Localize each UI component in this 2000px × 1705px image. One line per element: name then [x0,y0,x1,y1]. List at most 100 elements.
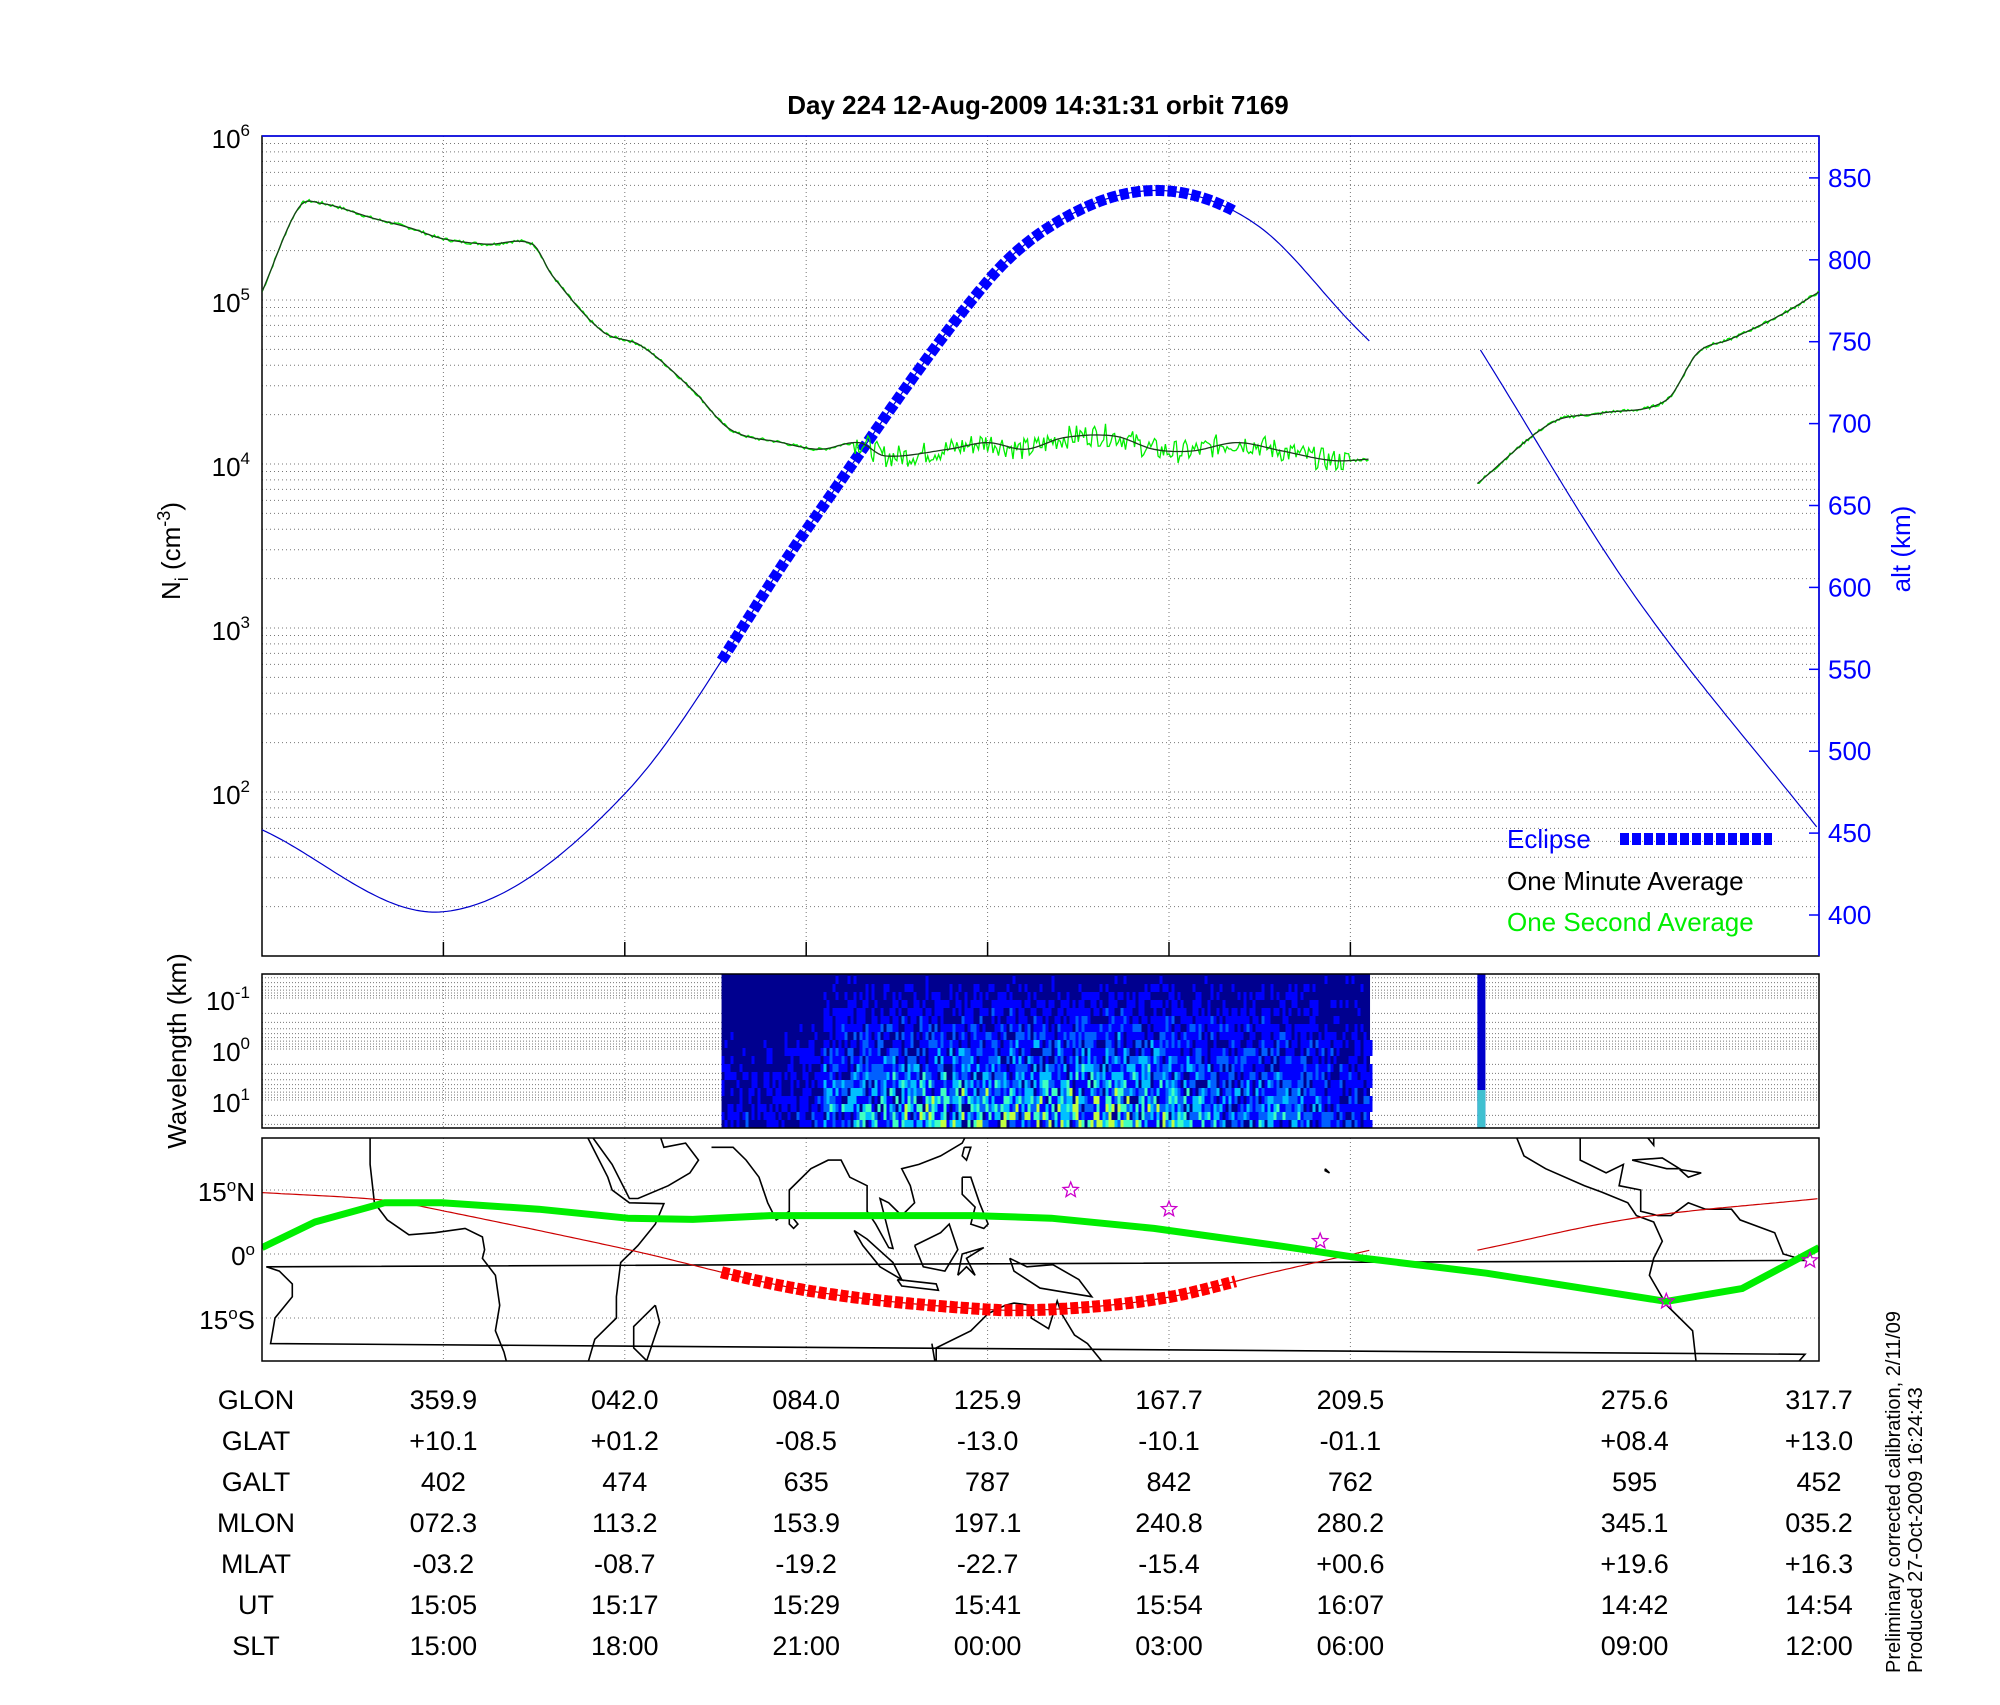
spectrogram-cell [1060,1120,1064,1128]
coastline [788,1212,799,1230]
spectrogram-cell [961,1056,965,1064]
spectrogram-cell [1282,1040,1286,1048]
spectrogram-cell [841,1056,845,1064]
spectrogram-cell [1276,992,1280,1000]
spectrogram-cell [1060,1112,1064,1120]
spectrogram-cell [1009,1048,1013,1056]
spectrogram-cell [1339,1112,1343,1120]
spectrogram-cell [1249,992,1253,1000]
spectrogram-cell [1063,1112,1067,1120]
spectrogram-cell [940,1032,944,1040]
spectrogram-cell [1327,1088,1331,1096]
spectrogram-cell [979,1112,983,1120]
spectrogram-cell [925,1112,929,1120]
spectrogram-cell [1270,1080,1274,1088]
spectrogram-cell [1351,1080,1355,1088]
spectrogram-cell [1243,1088,1247,1096]
spectrogram-cell [1078,1088,1082,1096]
spectrogram-cell [1156,1112,1160,1120]
spectrogram-cell [970,1048,974,1056]
spectrogram-cell [1300,1112,1304,1120]
coastline [1324,1168,1331,1174]
spectrogram-cell [886,1080,890,1088]
spectrogram-cell [1030,1120,1034,1128]
spectrogram-cell [1252,1000,1256,1008]
spectrogram-cell [1057,1080,1061,1088]
spectrogram-cell [1264,1072,1268,1080]
spectrogram-cell [1072,1016,1076,1024]
spectrogram-cell [1000,1120,1004,1128]
spectrogram-cell [1012,1024,1016,1032]
spectrogram-cell [1087,1080,1091,1088]
spectrogram-cell [1177,1008,1181,1016]
coastline [896,1278,940,1292]
spectrogram-cell [1204,1120,1208,1128]
spectrogram-cell [1093,1008,1097,1016]
spectrogram-cell [937,1096,941,1104]
spectrogram-cell [1294,1024,1298,1032]
spectrogram-cell [808,1048,812,1056]
spectrogram-cell [1009,1112,1013,1120]
spectrogram-cell [913,1016,917,1024]
spectrogram-cell [1105,1096,1109,1104]
spectrogram-cell [1189,1096,1193,1104]
ground-track-line [1477,1198,1818,1251]
spectrogram-cell [928,1072,932,1080]
spectrogram-cell [937,1120,941,1128]
spectrogram-cell [1075,1064,1079,1072]
spectrogram-cell [1069,1056,1073,1064]
table-cell: 402 [421,1467,466,1497]
spectrogram-cell [1129,1088,1133,1096]
spectrogram-cell [1204,1016,1208,1024]
spectrogram-cell [937,1064,941,1072]
spectrogram-cell [1294,1112,1298,1120]
spectrogram-cell [1078,984,1082,992]
spectrogram-cell [871,992,875,1000]
spectrogram-cell [1207,1000,1211,1008]
spectrogram-cell [1096,1032,1100,1040]
spectrogram-cell [1168,1056,1172,1064]
spectrogram-cell [1018,1016,1022,1024]
spectrogram-cell [1192,984,1196,992]
spectrogram-cell [769,1120,773,1128]
spectrogram-cell [862,1072,866,1080]
spectrogram-cell [841,1104,845,1112]
spectrogram-cell [1015,1056,1019,1064]
spectrogram-cell [853,1024,857,1032]
spectrogram-cell [1045,1080,1049,1088]
spectrogram-cell [1306,1112,1310,1120]
table-cell: +13.0 [1785,1426,1853,1456]
spectrogram-cell [1336,1104,1340,1112]
spectrogram-cell [919,1088,923,1096]
spectrogram-cell [1027,992,1031,1000]
spectrogram-cell [1285,1120,1289,1128]
spectrogram-cell [1138,1120,1142,1128]
spectrogram-cell [1222,1048,1226,1056]
tick-exp: 3 [241,613,250,632]
spectrogram-cell [847,1112,851,1120]
legend-eclipse-label: Eclipse [1507,824,1591,854]
spectrogram-cell [967,1080,971,1088]
spectrogram-cell [1189,1024,1193,1032]
table-cell: 21:00 [772,1631,840,1661]
spectrogram-cell [727,1112,731,1120]
spectrogram-cell [1084,1040,1088,1048]
spectrogram-cell [844,1104,848,1112]
altitude-line [262,189,1370,913]
spectrogram-cell [856,1112,860,1120]
spectrogram-cell [1006,1104,1010,1112]
spectrogram-cell [1273,1072,1277,1080]
spectrogram-cell [1036,1088,1040,1096]
spectrogram-cell [1072,1072,1076,1080]
spectrogram-cell [967,1048,971,1056]
spectrogram-cell [751,1080,755,1088]
spectrogram-cell [1159,976,1163,984]
spectrogram-cell [1339,1104,1343,1112]
spectrogram-cell [1216,1024,1220,1032]
spectrogram-cell [1192,1064,1196,1072]
spectrogram-cell [1177,1088,1181,1096]
spectrogram-cell [1060,1048,1064,1056]
spectrogram-cell [1231,1016,1235,1024]
spectrogram-cell [883,1096,887,1104]
spectrogram-cell [1132,1112,1136,1120]
